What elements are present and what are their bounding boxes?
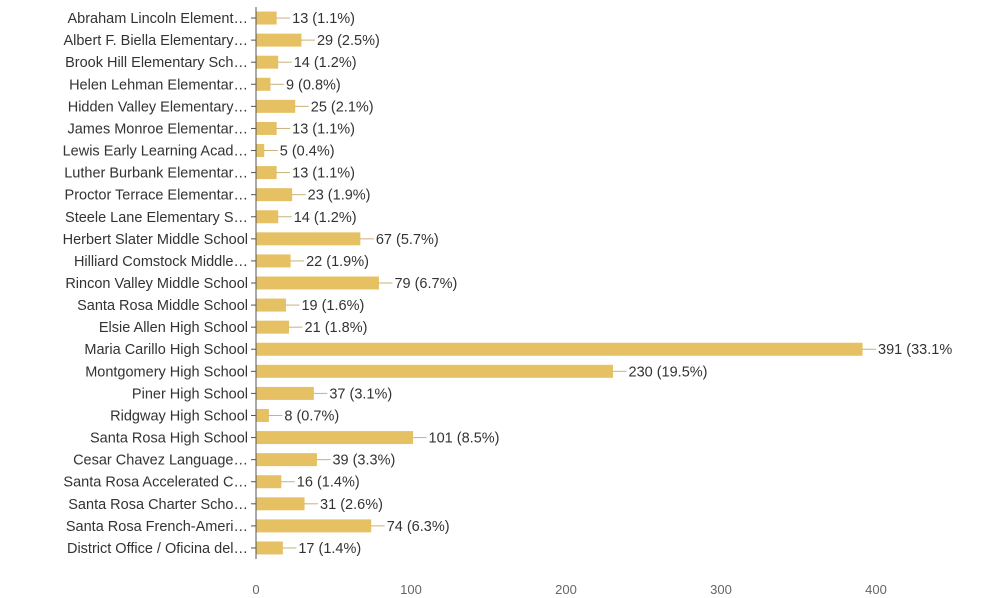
bar <box>256 276 379 290</box>
bar <box>256 342 863 356</box>
bar <box>256 364 613 378</box>
x-tick-label: 400 <box>865 582 887 597</box>
bar <box>256 11 277 25</box>
bar <box>256 166 277 180</box>
category-label: Albert F. Biella Elementary… <box>63 33 248 49</box>
data-label: 37 (3.1%) <box>329 386 392 402</box>
data-label: 8 (0.7%) <box>284 408 339 424</box>
data-label: 13 (1.1%) <box>292 166 355 182</box>
x-tick-label: 300 <box>710 582 732 597</box>
data-label: 13 (1.1%) <box>292 121 355 137</box>
data-label: 39 (3.3%) <box>332 453 395 469</box>
bar <box>256 453 317 467</box>
category-label: Cesar Chavez Language… <box>73 453 248 469</box>
data-label: 23 (1.9%) <box>308 188 371 204</box>
data-label: 79 (6.7%) <box>394 276 457 292</box>
data-label: 230 (19.5%) <box>629 364 708 380</box>
bar <box>256 475 282 489</box>
category-label: Steele Lane Elementary S… <box>65 210 248 226</box>
category-label: Santa Rosa Charter Scho… <box>68 497 248 513</box>
data-label: 31 (2.6%) <box>320 497 383 513</box>
data-label: 16 (1.4%) <box>297 475 360 491</box>
data-label: 25 (2.1%) <box>311 99 374 115</box>
bar <box>256 77 271 91</box>
category-label: Piner High School <box>132 386 248 402</box>
category-label: Herbert Slater Middle School <box>63 232 248 248</box>
bar <box>256 254 291 268</box>
bar <box>256 188 293 202</box>
bar <box>256 33 302 47</box>
data-label: 21 (1.8%) <box>305 320 368 336</box>
bar <box>256 320 290 334</box>
bar <box>256 55 279 69</box>
data-label: 5 (0.4%) <box>280 144 335 160</box>
bar <box>256 541 283 555</box>
data-label: 17 (1.4%) <box>298 541 361 557</box>
category-label: Santa Rosa High School <box>90 431 248 447</box>
data-label: 19 (1.6%) <box>301 298 364 314</box>
x-tick-label: 100 <box>400 582 422 597</box>
category-label: Luther Burbank Elementar… <box>64 166 248 182</box>
category-label: Santa Rosa Accelerated C… <box>63 475 248 491</box>
category-label: Helen Lehman Elementar… <box>69 77 248 93</box>
category-label: Rincon Valley Middle School <box>65 276 248 292</box>
category-label: Santa Rosa French-Ameri… <box>66 519 248 535</box>
data-label: 13 (1.1%) <box>292 11 355 27</box>
bar <box>256 386 314 400</box>
bar <box>256 431 414 445</box>
category-label: Maria Carillo High School <box>84 342 248 358</box>
bar <box>256 232 361 246</box>
data-label: 14 (1.2%) <box>294 55 357 71</box>
data-label: 9 (0.8%) <box>286 77 341 93</box>
bar <box>256 497 305 511</box>
category-label: James Monroe Elementar… <box>67 121 248 137</box>
bar <box>256 144 265 158</box>
data-label: 22 (1.9%) <box>306 254 369 270</box>
bar <box>256 408 269 422</box>
data-label: 101 (8.5%) <box>429 431 500 447</box>
data-label: 29 (2.5%) <box>317 33 380 49</box>
category-label: Abraham Lincoln Element… <box>67 11 248 27</box>
data-label: 67 (5.7%) <box>376 232 439 248</box>
category-label: District Office / Oficina del… <box>67 541 248 557</box>
bar <box>256 210 279 224</box>
category-label: Hilliard Comstock Middle… <box>74 254 248 270</box>
data-label: 14 (1.2%) <box>294 210 357 226</box>
x-tick-label: 200 <box>555 582 577 597</box>
bar <box>256 519 372 533</box>
data-label: 391 (33.1% <box>878 342 952 358</box>
category-label: Hidden Valley Elementary… <box>68 99 248 115</box>
x-tick-label: 0 <box>252 582 259 597</box>
category-label: Elsie Allen High School <box>99 320 248 336</box>
category-label: Ridgway High School <box>110 408 248 424</box>
bar <box>256 121 277 135</box>
category-label: Montgomery High School <box>85 364 248 380</box>
data-label: 74 (6.3%) <box>387 519 450 535</box>
bar <box>256 298 286 312</box>
category-label: Brook Hill Elementary Sch… <box>65 55 248 71</box>
category-label: Lewis Early Learning Acad… <box>63 144 248 160</box>
plot-area: Abraham Lincoln Element… 13 (1.1%) Albert … <box>63 7 952 597</box>
category-label: Santa Rosa Middle School <box>77 298 248 314</box>
category-label: Proctor Terrace Elementar… <box>65 188 248 204</box>
bar <box>256 99 296 113</box>
